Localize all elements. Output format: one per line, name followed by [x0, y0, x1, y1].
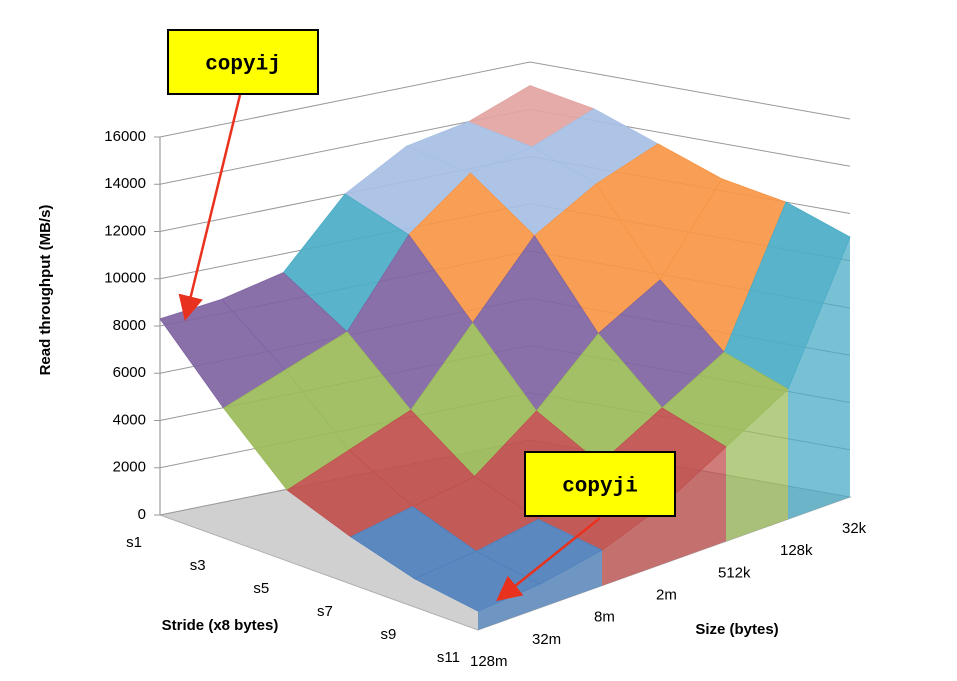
annotation-box: [524, 451, 676, 517]
y-tick-label: 128k: [780, 542, 813, 559]
x-axis-title: Stride (x8 bytes): [162, 617, 279, 634]
z-tick-label: 12000: [104, 222, 146, 239]
x-tick-label: s5: [253, 580, 269, 597]
z-tick-label: 8000: [113, 317, 146, 334]
z-axis-title: Read throughput (MB/s): [37, 205, 54, 376]
annotation-text: copyji: [562, 476, 638, 499]
surface-side: [540, 550, 602, 608]
annotation: copyij: [167, 29, 319, 321]
surface-side: [726, 389, 788, 542]
z-tick-label: 2000: [113, 459, 146, 476]
z-tick-label: 14000: [104, 175, 146, 192]
surface-side: [478, 584, 540, 630]
plot-area: 0 2000 4000 6000 8000 10000 12000 14000 16000 s1 s…: [104, 61, 867, 670]
z-tick-label: 16000: [104, 128, 146, 145]
annotation-arrow: [496, 517, 601, 602]
y-tick-label: 2m: [656, 586, 677, 603]
x-tick-label: s1: [126, 534, 142, 551]
z-tick-label: 4000: [113, 411, 146, 428]
y-axis-title: Size (bytes): [695, 621, 778, 638]
grid-line: [154, 108, 851, 185]
annotation-box: [167, 29, 319, 95]
annotation: copyji: [496, 451, 676, 602]
annotation-text: copyij: [205, 54, 281, 77]
surface-side: [788, 237, 850, 520]
z-tick-label: 0: [138, 506, 146, 523]
x-tick-label: s9: [381, 626, 397, 643]
x-tick-label: s7: [317, 603, 333, 620]
z-tick-label: 6000: [113, 364, 146, 381]
x-tick-label: s11: [437, 649, 460, 666]
annotation-arrow: [178, 94, 242, 321]
y-tick-label: 32k: [842, 520, 867, 537]
y-tick-label: 32m: [532, 631, 561, 648]
y-tick-label: 128m: [470, 653, 508, 670]
grid-line: [154, 61, 851, 138]
surface-side: [664, 446, 726, 564]
surface-side: [602, 504, 664, 586]
y-tick-label: 512k: [718, 564, 751, 581]
z-tick-label: 10000: [104, 270, 146, 287]
y-tick-label: 8m: [594, 609, 615, 626]
x-tick-label: s3: [190, 557, 206, 574]
